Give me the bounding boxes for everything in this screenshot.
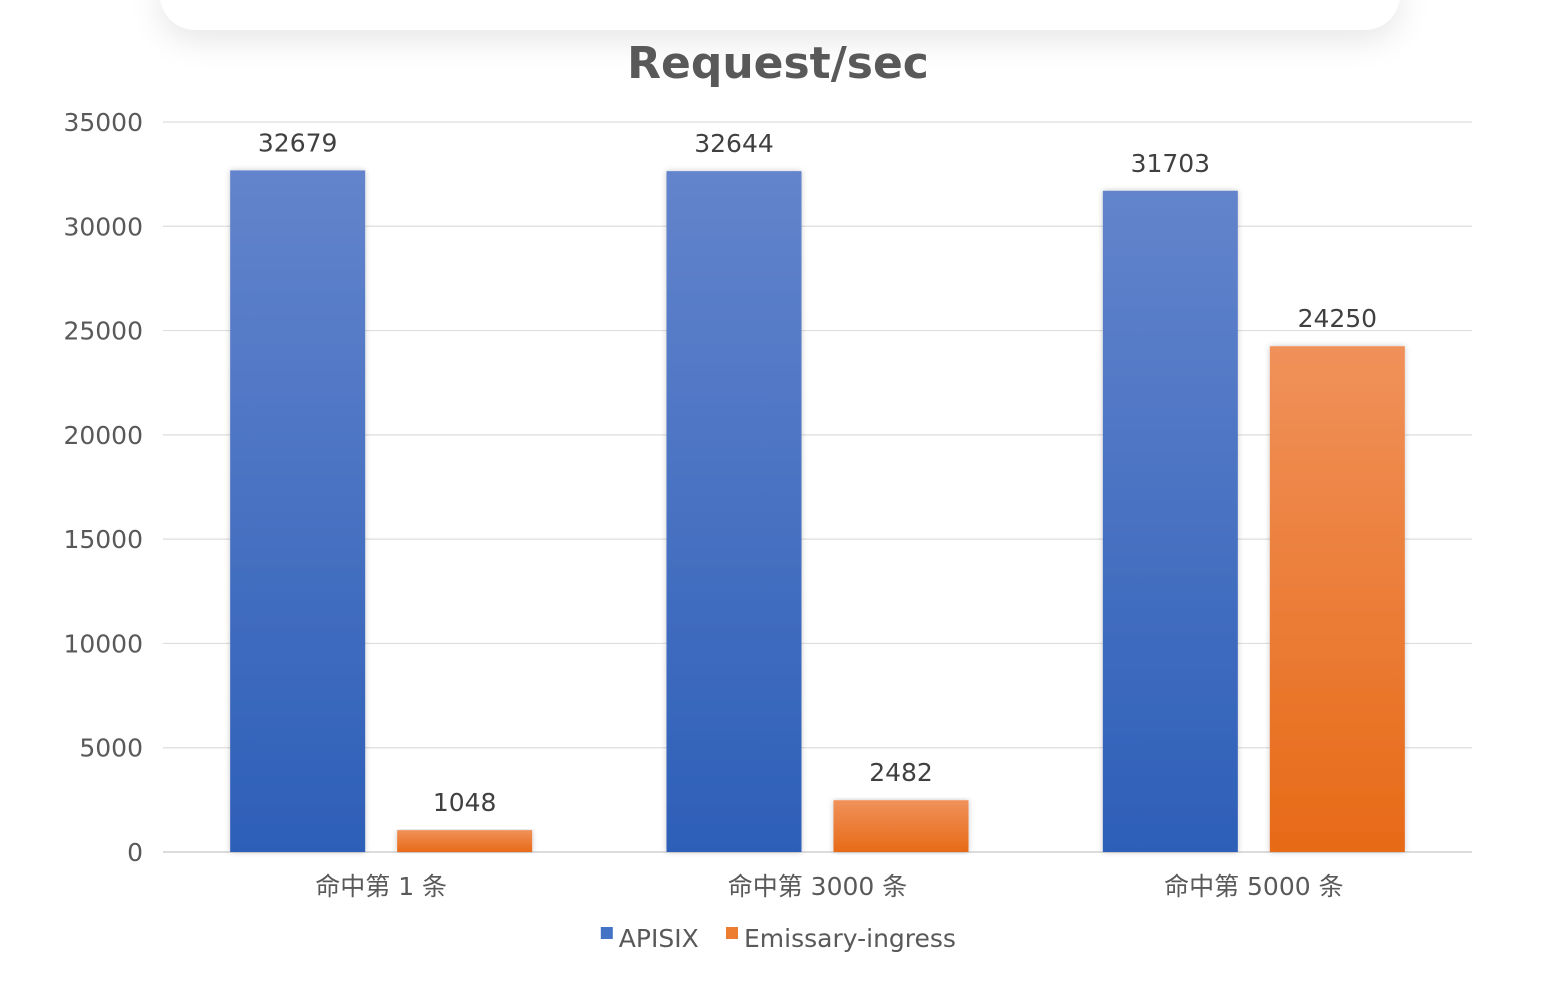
bars: [230, 170, 1405, 853]
bar-apisix: [1102, 190, 1238, 853]
y-tick-label: 20000: [63, 421, 143, 450]
data-label: 2482: [869, 758, 933, 787]
chart-title: Request/sec: [627, 38, 929, 89]
y-tick-label: 5000: [79, 734, 143, 763]
data-label: 32679: [258, 128, 338, 157]
bar-emissary-ingress: [1269, 346, 1405, 852]
x-axis: 命中第 1 条 命中第 3000 条 命中第 5000 条: [315, 872, 1343, 901]
bar-emissary-ingress: [833, 800, 969, 852]
data-labels: 32679 32644 31703 1048 2482 24250: [258, 128, 1377, 817]
chart-top-shadow: [160, 0, 1400, 30]
x-tick-label: 命中第 5000 条: [1164, 872, 1344, 901]
legend-label: APISIX: [619, 924, 699, 953]
y-tick-label: 30000: [63, 212, 143, 241]
legend-label: Emissary-ingress: [744, 924, 956, 953]
data-label: 32644: [694, 129, 774, 158]
data-label: 31703: [1131, 149, 1211, 178]
bar-emissary-ingress: [397, 830, 533, 852]
y-tick-label: 35000: [63, 108, 143, 137]
data-label: 1048: [433, 788, 497, 817]
y-tick-label: 25000: [63, 317, 143, 346]
data-label: 24250: [1298, 304, 1378, 333]
bar-apisix: [666, 171, 802, 853]
x-tick-label: 命中第 3000 条: [728, 872, 908, 901]
y-tick-label: 10000: [63, 629, 143, 658]
legend-swatch: [726, 927, 738, 939]
y-axis: 0 5000 10000 15000 20000 25000 30000 35000: [63, 108, 143, 867]
y-tick-label: 0: [127, 838, 143, 867]
y-tick-label: 15000: [63, 525, 143, 554]
x-tick-label: 命中第 1 条: [315, 872, 447, 901]
gridlines: [163, 121, 1472, 853]
legend: APISIX Emissary-ingress: [600, 924, 956, 953]
bar-apisix: [230, 170, 366, 852]
legend-swatch: [600, 927, 613, 939]
